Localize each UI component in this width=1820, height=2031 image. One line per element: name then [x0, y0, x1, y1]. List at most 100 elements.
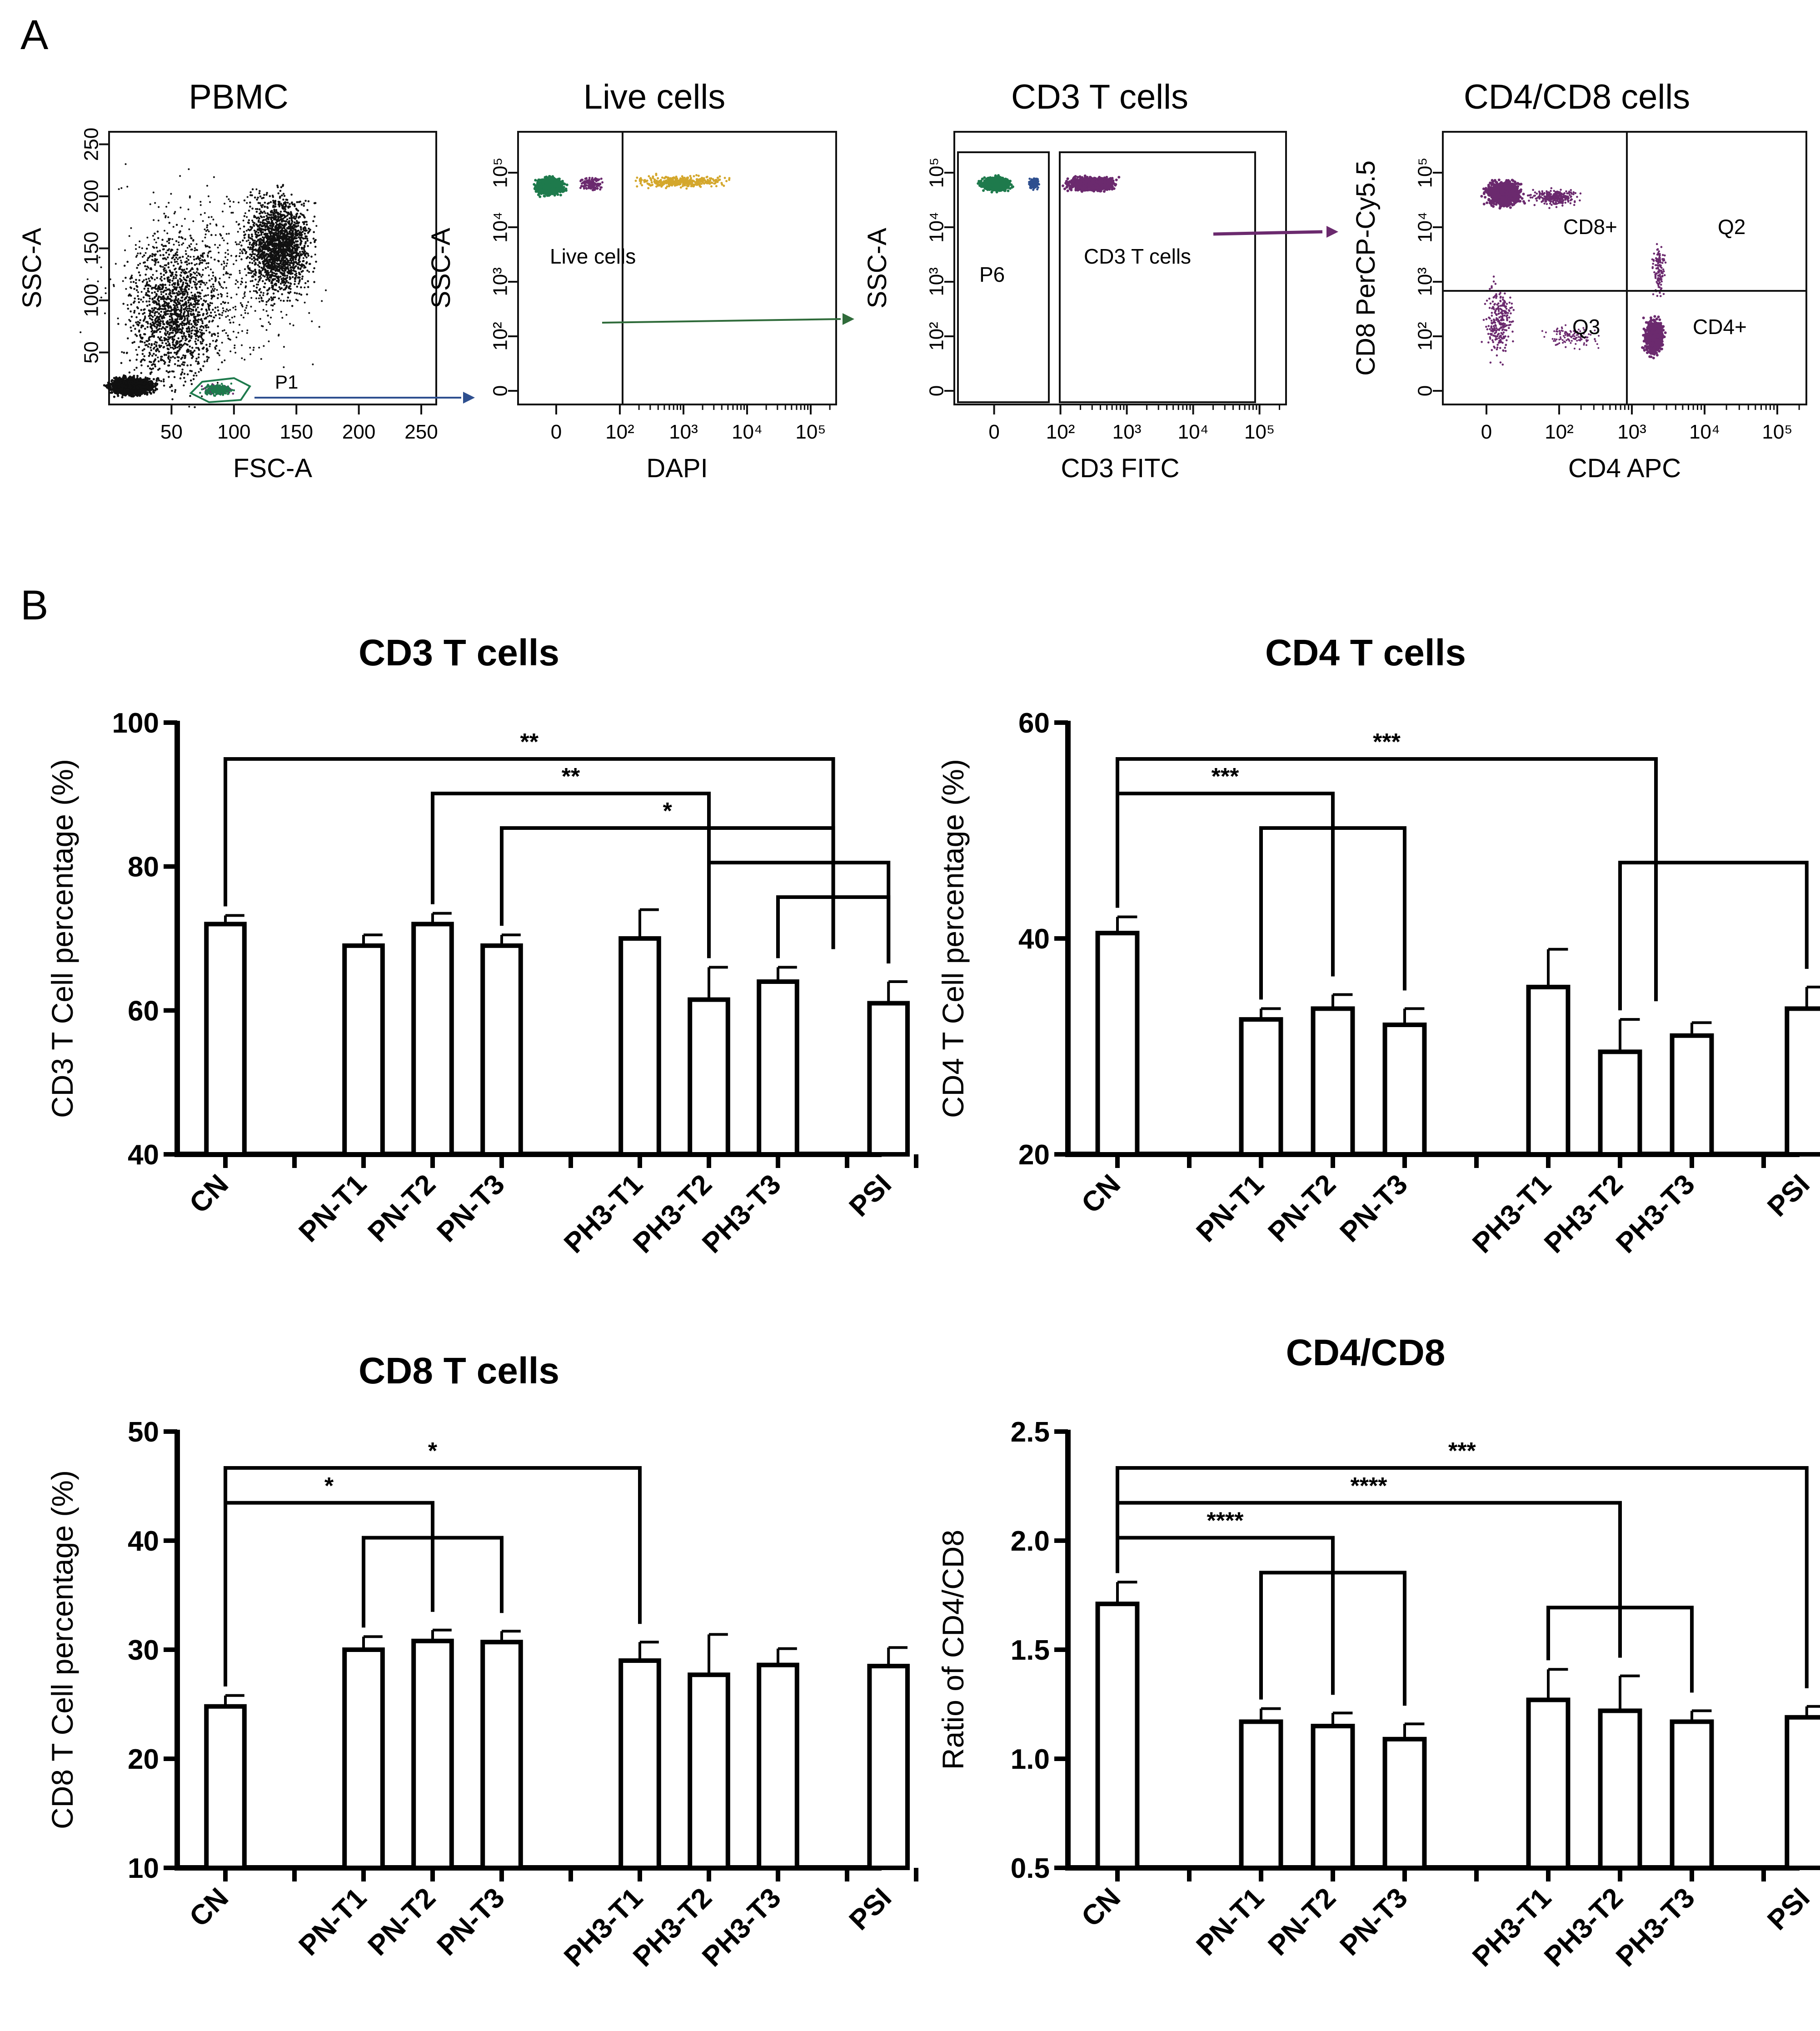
event-dot [224, 252, 227, 254]
event-dot [176, 350, 179, 353]
event-dot [294, 280, 296, 283]
event-dot [230, 212, 233, 214]
event-dot [134, 333, 137, 336]
event-dot [268, 261, 270, 263]
event-dot [186, 344, 189, 346]
event-dot [270, 316, 272, 319]
event-dot [86, 278, 89, 280]
event-dot [160, 359, 162, 362]
event-dot [149, 279, 151, 282]
event-dot [173, 307, 176, 309]
event-dot [258, 234, 261, 236]
event-dot [207, 262, 209, 264]
event-dot [139, 274, 141, 276]
event-dot [248, 237, 250, 239]
event-dot [304, 227, 307, 230]
event-dot [270, 269, 272, 272]
event-dot [170, 274, 172, 277]
x-axis-label: FSC-A [233, 454, 312, 483]
event-dot [221, 237, 224, 239]
event-dot [289, 266, 292, 269]
event-dot [281, 194, 283, 197]
event-dot [100, 266, 102, 269]
event-dot [179, 348, 181, 351]
event-dot [277, 276, 279, 279]
event-dot [159, 337, 160, 339]
event-dot [206, 224, 209, 226]
event-dot [299, 276, 301, 279]
event-dot [237, 286, 239, 289]
event-dot [255, 244, 257, 247]
event-dot [229, 205, 231, 208]
event-dot [249, 205, 251, 208]
event-dot [304, 220, 306, 223]
event-dot [175, 329, 177, 331]
event-dot [200, 336, 203, 339]
event-dot [160, 291, 162, 293]
event-dot [162, 346, 165, 349]
event-dot [273, 268, 275, 271]
event-dot [232, 212, 234, 214]
panel-letter-b: B [20, 582, 49, 629]
event-dot [181, 255, 184, 258]
event-dot [277, 269, 279, 271]
event-dot [189, 302, 192, 304]
event-dot [189, 395, 191, 397]
event-dot [288, 270, 291, 273]
event-dot [142, 300, 144, 303]
event-dot [194, 286, 197, 288]
event-dot [281, 206, 284, 209]
event-dot [157, 237, 160, 240]
event-dot [298, 261, 300, 264]
event-dot [261, 246, 264, 248]
event-dot [157, 220, 160, 222]
event-dot [213, 176, 215, 178]
event-dot [154, 363, 156, 366]
event-dot [187, 259, 189, 261]
event-dot [165, 289, 167, 292]
event-dot [167, 266, 170, 269]
event-dot [282, 267, 284, 269]
event-dot [173, 277, 175, 279]
event-dot [196, 267, 199, 270]
event-dot [285, 258, 288, 260]
event-dot [204, 259, 206, 262]
event-dot [305, 262, 308, 264]
event-dot [246, 202, 248, 204]
event-dot [304, 216, 306, 219]
event-dot [268, 264, 271, 266]
event-dot [294, 234, 297, 236]
event-dot [138, 346, 140, 348]
event-dot [209, 223, 211, 225]
event-dot [151, 259, 154, 261]
event-dot [130, 227, 132, 229]
event-dot [193, 374, 195, 377]
event-dot [192, 309, 194, 311]
event-dot [254, 242, 256, 244]
event-dot [194, 329, 196, 332]
event-dot [201, 281, 204, 284]
event-dot [208, 216, 210, 218]
event-dot [165, 370, 168, 372]
event-dot [177, 298, 180, 300]
event-dot [235, 255, 237, 258]
event-dot [178, 231, 181, 234]
event-dot [169, 281, 171, 284]
event-dot [167, 256, 169, 259]
event-dot [162, 295, 165, 297]
event-dot [127, 308, 130, 310]
event-dot [199, 283, 202, 285]
event-dot [262, 229, 264, 231]
event-dot [287, 281, 289, 284]
event-dot [215, 223, 217, 225]
event-dot [205, 329, 207, 332]
event-dot [137, 252, 139, 254]
event-dot [285, 211, 288, 214]
event-dot [239, 272, 241, 274]
event-dot [134, 328, 136, 330]
event-dot [187, 312, 189, 314]
event-dot [153, 353, 155, 355]
event-dot [178, 236, 180, 238]
event-dot [277, 217, 279, 220]
event-dot [282, 277, 284, 279]
